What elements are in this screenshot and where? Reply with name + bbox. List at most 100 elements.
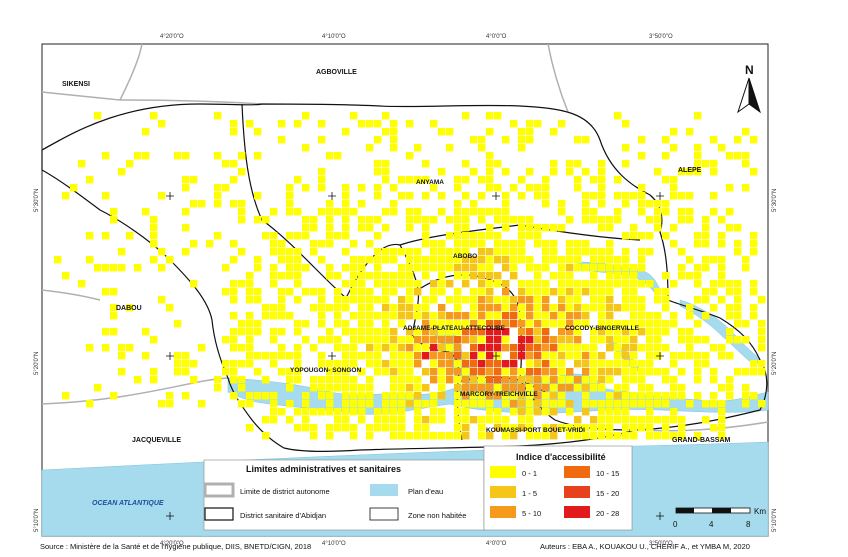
accessibility-cell: [526, 304, 534, 312]
accessibility-cell: [358, 320, 366, 328]
accessibility-cell: [494, 112, 502, 120]
accessibility-cell: [630, 392, 638, 400]
accessibility-cell: [406, 296, 414, 304]
accessibility-cell: [398, 432, 406, 440]
accessibility-cell: [726, 224, 734, 232]
accessibility-cell: [270, 208, 278, 216]
accessibility-cell: [526, 376, 534, 384]
accessibility-cell: [502, 424, 510, 432]
accessibility-cell: [510, 432, 518, 440]
accessibility-cell: [606, 344, 614, 352]
accessibility-cell: [582, 352, 590, 360]
accessibility-cell: [518, 192, 526, 200]
accessibility-cell: [430, 256, 438, 264]
accessibility-cell: [542, 256, 550, 264]
label-jacqueville: JACQUEVILLE: [132, 437, 181, 444]
accessibility-cell: [542, 328, 550, 336]
accessibility-cell: [606, 280, 614, 288]
accessibility-cell: [542, 280, 550, 288]
accessibility-cell: [494, 368, 502, 376]
accessibility-cell: [606, 416, 614, 424]
accessibility-cell: [438, 272, 446, 280]
accessibility-cell: [230, 328, 238, 336]
accessibility-cell: [486, 176, 494, 184]
accessibility-cell: [382, 368, 390, 376]
accessibility-cell: [254, 296, 262, 304]
accessibility-cell: [622, 336, 630, 344]
accessibility-cell: [526, 416, 534, 424]
accessibility-cell: [422, 304, 430, 312]
accessibility-cell: [438, 328, 446, 336]
accessibility-cell: [246, 296, 254, 304]
accessibility-cell: [662, 288, 670, 296]
accessibility-cell: [278, 368, 286, 376]
accessibility-cell: [438, 128, 446, 136]
accessibility-cell: [294, 376, 302, 384]
accessibility-cell: [542, 192, 550, 200]
accessibility-cell: [718, 232, 726, 240]
accessibility-cell: [526, 384, 534, 392]
accessibility-cell: [414, 216, 422, 224]
accessibility-cell: [406, 376, 414, 384]
accessibility-cell: [382, 400, 390, 408]
accessibility-cell: [342, 416, 350, 424]
accessibility-cell: [486, 224, 494, 232]
accessibility-cell: [454, 240, 462, 248]
accessibility-cell: [342, 376, 350, 384]
accessibility-cell: [230, 296, 238, 304]
accessibility-cell: [270, 400, 278, 408]
accessibility-cell: [478, 216, 486, 224]
accessibility-cell: [718, 144, 726, 152]
accessibility-cell: [566, 328, 574, 336]
accessibility-cell: [494, 312, 502, 320]
accessibility-cell: [118, 368, 126, 376]
accessibility-cell: [518, 240, 526, 248]
accessibility-cell: [598, 408, 606, 416]
accessibility-cell: [126, 160, 134, 168]
accessibility-cell: [230, 312, 238, 320]
scale-unit: Km: [754, 507, 766, 516]
accessibility-cell: [294, 344, 302, 352]
accessibility-cell: [502, 384, 510, 392]
accessibility-cell: [414, 208, 422, 216]
accessibility-cell: [510, 368, 518, 376]
accessibility-cell: [622, 376, 630, 384]
accessibility-cell: [366, 288, 374, 296]
accessibility-cell: [718, 424, 726, 432]
accessibility-cell: [414, 248, 422, 256]
accessibility-cell: [422, 336, 430, 344]
accessibility-cell: [102, 288, 110, 296]
accessibility-cell: [574, 432, 582, 440]
accessibility-cell: [454, 208, 462, 216]
accessibility-cell: [238, 344, 246, 352]
accessibility-cell: [470, 240, 478, 248]
accessibility-cell: [734, 304, 742, 312]
accessibility-cell: [558, 344, 566, 352]
accessibility-cell: [238, 360, 246, 368]
legend-uninhabited-swatch: [369, 507, 399, 521]
accessibility-cell: [734, 336, 742, 344]
accessibility-cell: [726, 352, 734, 360]
accessibility-cell: [278, 240, 286, 248]
accessibility-cell: [382, 280, 390, 288]
accessibility-cell: [286, 400, 294, 408]
accessibility-cell: [606, 360, 614, 368]
accessibility-cell: [462, 416, 470, 424]
accessibility-cell: [310, 376, 318, 384]
accessibility-cell: [494, 344, 502, 352]
accessibility-cell: [318, 168, 326, 176]
accessibility-cell: [566, 344, 574, 352]
accessibility-cell: [542, 184, 550, 192]
accessibility-cell: [566, 280, 574, 288]
accessibility-cell: [238, 168, 246, 176]
accessibility-cell: [646, 424, 654, 432]
accessibility-cell: [318, 176, 326, 184]
accessibility-cell: [350, 296, 358, 304]
accessibility-cell: [662, 200, 670, 208]
accessibility-cell: [486, 184, 494, 192]
accessibility-cell: [590, 352, 598, 360]
accessibility-cell: [630, 328, 638, 336]
accessibility-cell: [502, 216, 510, 224]
accessibility-cell: [350, 432, 358, 440]
accessibility-cell: [494, 304, 502, 312]
